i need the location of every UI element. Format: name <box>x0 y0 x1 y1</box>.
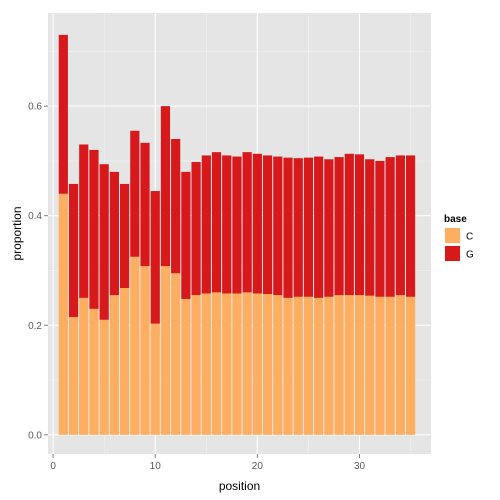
y-axis-title: proportion <box>10 206 24 260</box>
legend-swatch-C <box>445 228 460 243</box>
bar-G-31 <box>365 159 375 296</box>
bar-C-35 <box>405 296 416 435</box>
bar-G-7 <box>120 183 130 289</box>
bar-C-18 <box>232 293 242 435</box>
bar-G-27 <box>324 159 334 297</box>
y-tick-label: 0.6 <box>28 102 42 113</box>
bar-G-33 <box>385 157 395 297</box>
legend: base CG <box>443 214 474 263</box>
bar-C-21 <box>262 294 273 435</box>
bar-C-8 <box>130 256 140 435</box>
bar-C-23 <box>283 297 293 435</box>
bar-G-18 <box>232 156 242 294</box>
bar-C-11 <box>160 266 171 435</box>
bar-C-13 <box>181 298 191 435</box>
bar-C-14 <box>191 295 201 435</box>
bar-G-1 <box>58 34 68 194</box>
bar-C-20 <box>252 293 262 435</box>
bar-G-19 <box>242 152 252 293</box>
bar-G-11 <box>160 106 171 267</box>
bar-C-32 <box>375 296 385 435</box>
bar-G-28 <box>334 157 344 296</box>
x-axis-title: position <box>219 479 260 493</box>
bar-G-25 <box>303 157 314 297</box>
bar-C-15 <box>201 293 211 435</box>
x-tick-label: 20 <box>252 461 264 472</box>
bar-C-24 <box>293 296 303 435</box>
bar-G-12 <box>171 139 181 274</box>
bars-group <box>58 34 416 435</box>
bar-C-4 <box>89 308 99 435</box>
bar-C-1 <box>58 193 68 435</box>
bar-G-8 <box>130 130 140 257</box>
bar-G-5 <box>99 164 109 320</box>
bar-G-15 <box>201 155 211 294</box>
y-tick-label: 0.0 <box>28 430 42 441</box>
bar-G-22 <box>273 156 283 296</box>
bar-G-35 <box>405 155 416 297</box>
bar-G-2 <box>68 183 79 318</box>
bar-G-21 <box>262 155 273 295</box>
bar-C-7 <box>120 288 130 435</box>
bar-G-16 <box>211 152 222 293</box>
x-tick-label: 10 <box>150 461 162 472</box>
bar-G-17 <box>222 155 232 294</box>
bar-C-10 <box>150 323 160 435</box>
bar-G-14 <box>191 162 201 296</box>
bar-C-30 <box>354 295 365 435</box>
x-axis-ticks: 0 10 20 30 <box>50 454 366 472</box>
bar-C-27 <box>324 296 334 435</box>
bar-G-6 <box>109 171 119 296</box>
bar-C-16 <box>211 292 222 435</box>
bar-C-9 <box>140 266 150 435</box>
y-axis-ticks: 0.0 0.2 0.4 0.6 <box>28 102 48 441</box>
bar-G-34 <box>395 155 405 296</box>
x-tick-label: 0 <box>50 461 56 472</box>
bar-G-4 <box>89 149 99 309</box>
bar-C-34 <box>395 295 405 435</box>
bar-G-30 <box>354 154 365 296</box>
legend-label-C: C <box>466 232 473 243</box>
bar-C-2 <box>68 317 79 435</box>
bar-C-19 <box>242 292 252 435</box>
bar-G-10 <box>150 191 160 324</box>
bar-C-26 <box>314 297 324 435</box>
y-tick-label: 0.2 <box>28 321 42 332</box>
bar-C-12 <box>171 273 181 435</box>
bar-G-13 <box>181 171 191 299</box>
bar-G-3 <box>79 144 89 298</box>
bar-G-26 <box>314 156 324 298</box>
bar-C-5 <box>99 319 109 435</box>
bar-G-24 <box>293 158 303 297</box>
bar-G-20 <box>252 153 262 294</box>
bar-C-22 <box>273 295 283 435</box>
bar-C-29 <box>344 295 354 435</box>
bar-C-3 <box>79 297 89 435</box>
bar-C-31 <box>365 295 375 435</box>
bar-C-17 <box>222 293 232 435</box>
bar-C-28 <box>334 295 344 435</box>
bar-G-32 <box>375 160 385 297</box>
bar-C-25 <box>303 296 314 435</box>
legend-label-G: G <box>466 250 474 261</box>
legend-swatch-G <box>445 246 460 261</box>
bar-C-33 <box>385 296 395 435</box>
bar-G-29 <box>344 153 354 296</box>
bar-G-9 <box>140 142 150 267</box>
bar-C-6 <box>109 295 119 435</box>
x-tick-label: 30 <box>354 461 366 472</box>
legend-title: base <box>444 214 467 225</box>
y-tick-label: 0.4 <box>28 211 42 222</box>
bar-G-23 <box>283 157 293 298</box>
